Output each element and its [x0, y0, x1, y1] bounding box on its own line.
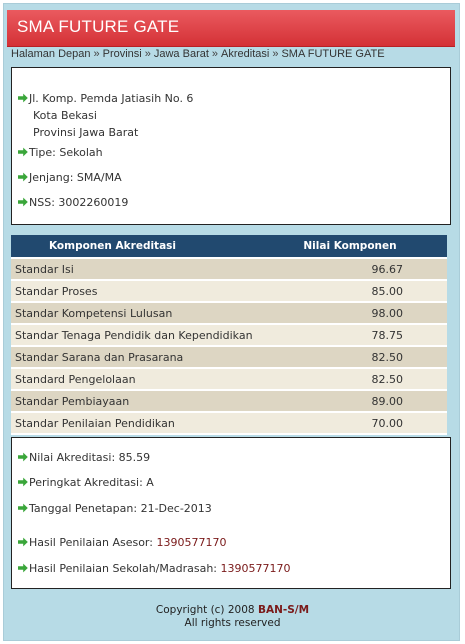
- table-header-row: Komponen Akreditasi Nilai Komponen: [11, 235, 447, 259]
- school-result-link[interactable]: 1390577170: [220, 562, 291, 575]
- accreditation-score: Nilai Akreditasi: 85.59: [18, 451, 150, 464]
- component-name: Standar Sarana dan Prasarana: [11, 346, 253, 369]
- component-name: Standar Kompetensi Lulusan: [11, 302, 253, 325]
- component-value: 89.00: [253, 390, 447, 413]
- assessor-result: Hasil Penilaian Asesor: 1390577170: [18, 536, 226, 549]
- component-value: 98.00: [253, 302, 447, 325]
- accreditation-date-text: Tanggal Penetapan: 21-Dec-2013: [29, 502, 212, 515]
- table-row: Standar Kompetensi Lulusan 98.00: [11, 302, 447, 325]
- school-level: Jenjang: SMA/MA: [18, 171, 122, 184]
- component-name: Standar Tenaga Pendidik dan Kependidikan: [11, 324, 253, 347]
- footer-rights: All rights reserved: [184, 617, 281, 629]
- breadcrumb-jawa-barat-link[interactable]: Jawa Barat: [153, 48, 209, 60]
- accreditation-score-text: Nilai Akreditasi: 85.59: [29, 451, 151, 464]
- green-arrow-icon: [18, 147, 28, 157]
- table-row: Standar Tenaga Pendidik dan Kependidikan…: [11, 324, 447, 347]
- component-name: Standar Penilaian Pendidikan: [11, 412, 253, 435]
- accreditation-rank: Peringkat Akreditasi: A: [18, 476, 154, 489]
- table-row: Standar Sarana dan Prasarana 82.50: [11, 346, 447, 369]
- column-header-component: Komponen Akreditasi: [11, 235, 253, 259]
- footer-org-link[interactable]: BAN-S/M: [257, 604, 310, 616]
- assessor-result-link[interactable]: 1390577170: [156, 536, 227, 549]
- breadcrumb-current: SMA FUTURE GATE: [281, 48, 385, 60]
- green-arrow-icon: [18, 197, 28, 207]
- table-row: Standard Pengelolaan 82.50: [11, 368, 447, 391]
- component-value: 78.75: [253, 324, 447, 347]
- component-value: 85.00: [253, 280, 447, 303]
- green-arrow-icon: [18, 477, 28, 487]
- school-result: Hasil Penilaian Sekolah/Madrasah: 139057…: [18, 562, 291, 575]
- table-row: Standar Proses 85.00: [11, 280, 447, 303]
- address-line-2: Kota Bekasi: [33, 109, 97, 122]
- component-name: Standar Isi: [11, 258, 253, 281]
- component-name: Standard Pengelolaan: [11, 368, 253, 391]
- breadcrumb-akreditasi-link[interactable]: Akreditasi: [221, 48, 270, 60]
- component-value: 70.00: [253, 412, 447, 435]
- page-footer: Copyright (c) 2008 BAN-S/M All rights re…: [0, 604, 465, 630]
- component-name: Standar Proses: [11, 280, 253, 303]
- green-arrow-icon: [18, 537, 28, 547]
- address-line-1: Jl. Komp. Pemda Jatiasih No. 6: [29, 92, 194, 105]
- school-level-text: Jenjang: SMA/MA: [29, 171, 122, 184]
- breadcrumb-separator: »: [211, 48, 219, 60]
- breadcrumb-separator: »: [93, 48, 100, 60]
- green-arrow-icon: [18, 172, 28, 182]
- green-arrow-icon: [18, 503, 28, 513]
- component-value: 96.67: [253, 258, 447, 281]
- address-line-3: Provinsi Jawa Barat: [33, 126, 139, 139]
- accreditation-date: Tanggal Penetapan: 21-Dec-2013: [18, 502, 212, 515]
- table-row: Standar Penilaian Pendidikan 70.00: [11, 412, 447, 435]
- school-type-text: Tipe: Sekolah: [29, 146, 103, 159]
- green-arrow-icon: [18, 452, 28, 462]
- breadcrumb-home-link[interactable]: Halaman Depan: [11, 48, 91, 60]
- school-info-box: Jl. Komp. Pemda Jatiasih No. 6 Kota Beka…: [11, 67, 451, 225]
- assessor-result-label: Hasil Penilaian Asesor:: [29, 536, 153, 549]
- breadcrumb-separator: »: [272, 48, 279, 60]
- component-name: Standar Pembiayaan: [11, 390, 253, 413]
- accreditation-result-box: Nilai Akreditasi: 85.59 Peringkat Akredi…: [11, 437, 451, 589]
- table-row: Standar Isi 96.67: [11, 258, 447, 281]
- green-arrow-icon: [18, 93, 28, 103]
- column-header-value: Nilai Komponen: [253, 235, 447, 259]
- school-nss: NSS: 3002260019: [18, 196, 128, 209]
- school-type: Tipe: Sekolah: [18, 146, 103, 159]
- school-nss-text: NSS: 3002260019: [29, 196, 129, 209]
- school-result-label: Hasil Penilaian Sekolah/Madrasah:: [29, 562, 218, 575]
- accreditation-table: Komponen Akreditasi Nilai Komponen Stand…: [11, 235, 447, 435]
- page-header: SMA FUTURE GATE: [7, 10, 455, 47]
- component-value: 82.50: [253, 368, 447, 391]
- footer-copyright: Copyright (c) 2008: [155, 604, 255, 616]
- accreditation-rank-text: Peringkat Akreditasi: A: [29, 476, 154, 489]
- component-value: 82.50: [253, 346, 447, 369]
- page-title: SMA FUTURE GATE: [17, 17, 180, 36]
- breadcrumb-separator: »: [144, 48, 151, 60]
- green-arrow-icon: [18, 563, 28, 573]
- breadcrumb: Halaman Depan» Provinsi» Jawa Barat» Akredi…: [11, 48, 385, 60]
- breadcrumb-provinsi-link[interactable]: Provinsi: [102, 48, 142, 60]
- school-address: Jl. Komp. Pemda Jatiasih No. 6 Kota Beka…: [18, 90, 193, 141]
- table-row: Standar Pembiayaan 89.00: [11, 390, 447, 413]
